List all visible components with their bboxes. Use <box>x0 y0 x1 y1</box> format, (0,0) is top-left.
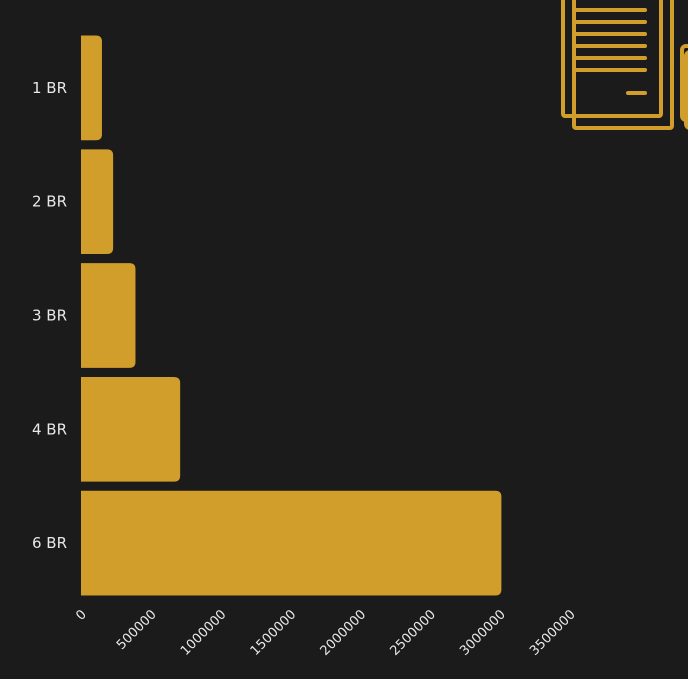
y-tick-label: 2 BR <box>32 193 67 211</box>
x-tick-label: 500000 <box>114 607 160 653</box>
x-tick-label: 1000000 <box>178 607 230 659</box>
second-document-back <box>684 50 688 130</box>
x-tick-label: 2500000 <box>387 607 439 659</box>
y-tick-label: 6 BR <box>32 534 67 552</box>
bars-layer <box>81 35 502 596</box>
y-tick-label: 3 BR <box>32 307 67 325</box>
bar-1-br <box>81 35 102 141</box>
bar-6-br <box>81 490 502 596</box>
x-axis-labels: 0 500000 1000000 1500000 2000000 2500000 30000… <box>73 607 578 659</box>
bar-4-br <box>81 376 181 482</box>
second-document <box>680 44 688 122</box>
y-axis-labels: 1 BR 2 BR 3 BR 4 BR 6 BR <box>32 79 67 552</box>
y-tick-label: 4 BR <box>32 420 67 438</box>
document-front-page <box>561 0 663 118</box>
bar-3-br <box>81 263 136 368</box>
document-back-page <box>572 0 674 130</box>
x-tick-label: 2000000 <box>318 607 370 659</box>
x-tick-label: 1500000 <box>248 607 300 659</box>
y-tick-label: 1 BR <box>32 79 67 97</box>
x-tick-label: 3000000 <box>457 607 509 659</box>
document-pages-icon <box>561 0 688 130</box>
x-tick-label: 0 <box>73 607 89 623</box>
bar-2-br <box>81 149 114 255</box>
x-tick-label: 3500000 <box>527 607 579 659</box>
